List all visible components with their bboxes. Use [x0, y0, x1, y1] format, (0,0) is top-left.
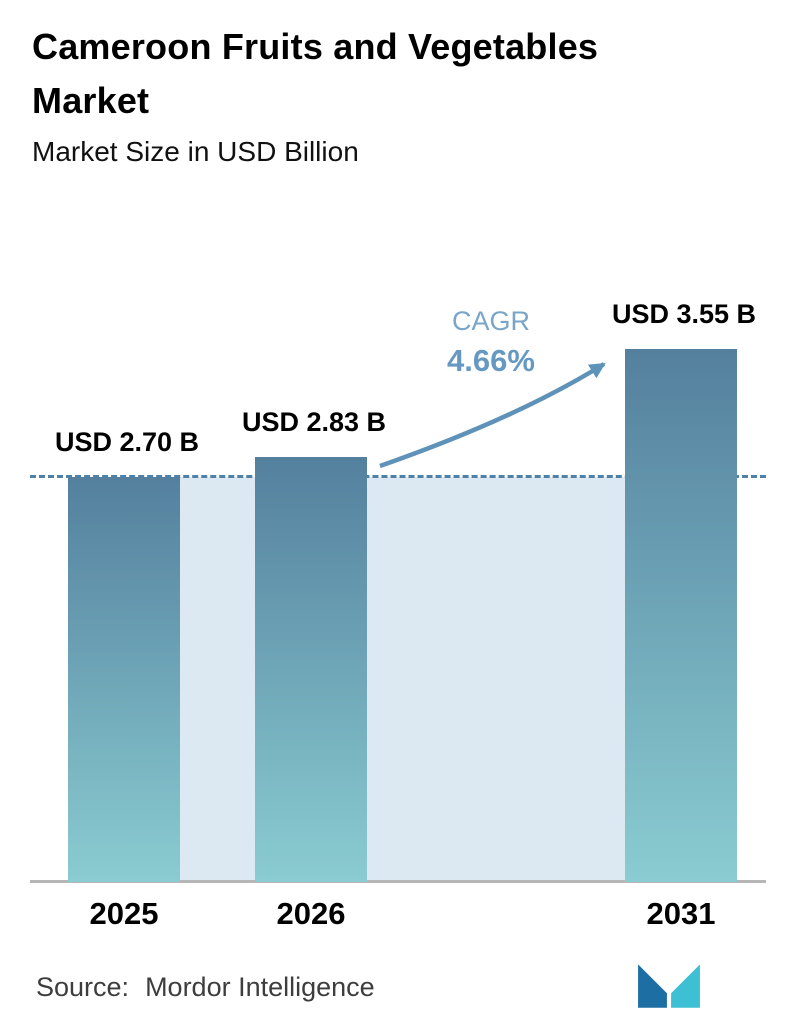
footer: Source: Mordor Intelligence [0, 950, 796, 1034]
chart-title: Cameroon Fruits and Vegetables Market [32, 26, 599, 121]
logo-left-shape [638, 964, 667, 1008]
cagr-annotation: CAGR 4.66% [416, 306, 566, 379]
x-axis-line [30, 880, 766, 883]
x-label-2031: 2031 [646, 896, 716, 931]
logo-right-shape [671, 964, 700, 1008]
cagr-arrow-line [379, 362, 606, 469]
chart-subtitle: Market Size in USD Billion [32, 136, 359, 167]
value-label-2026: USD 2.83 B [242, 407, 387, 437]
cagr-label: CAGR [451, 306, 530, 336]
x-label-2026: 2026 [276, 896, 346, 931]
value-label-2031: USD 3.55 B [612, 299, 757, 329]
mordor-intelligence-logo [638, 964, 700, 1008]
bar-2031 [625, 349, 737, 882]
cagr-value: 4.66% [447, 343, 535, 378]
x-label-2025: 2025 [89, 896, 159, 931]
bar-2025 [68, 477, 180, 882]
source-value: Mordor Intelligence [145, 972, 375, 1002]
bar-2026 [255, 457, 367, 882]
source: Source: Mordor Intelligence [36, 972, 375, 1003]
source-label: Source: [36, 972, 130, 1002]
reference-dashed-line [30, 475, 766, 478]
value-label-2025: USD 2.70 B [55, 427, 200, 457]
